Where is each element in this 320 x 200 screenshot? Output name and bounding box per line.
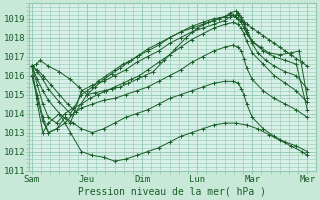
X-axis label: Pression niveau de la mer( hPa ): Pression niveau de la mer( hPa ) (78, 187, 266, 197)
